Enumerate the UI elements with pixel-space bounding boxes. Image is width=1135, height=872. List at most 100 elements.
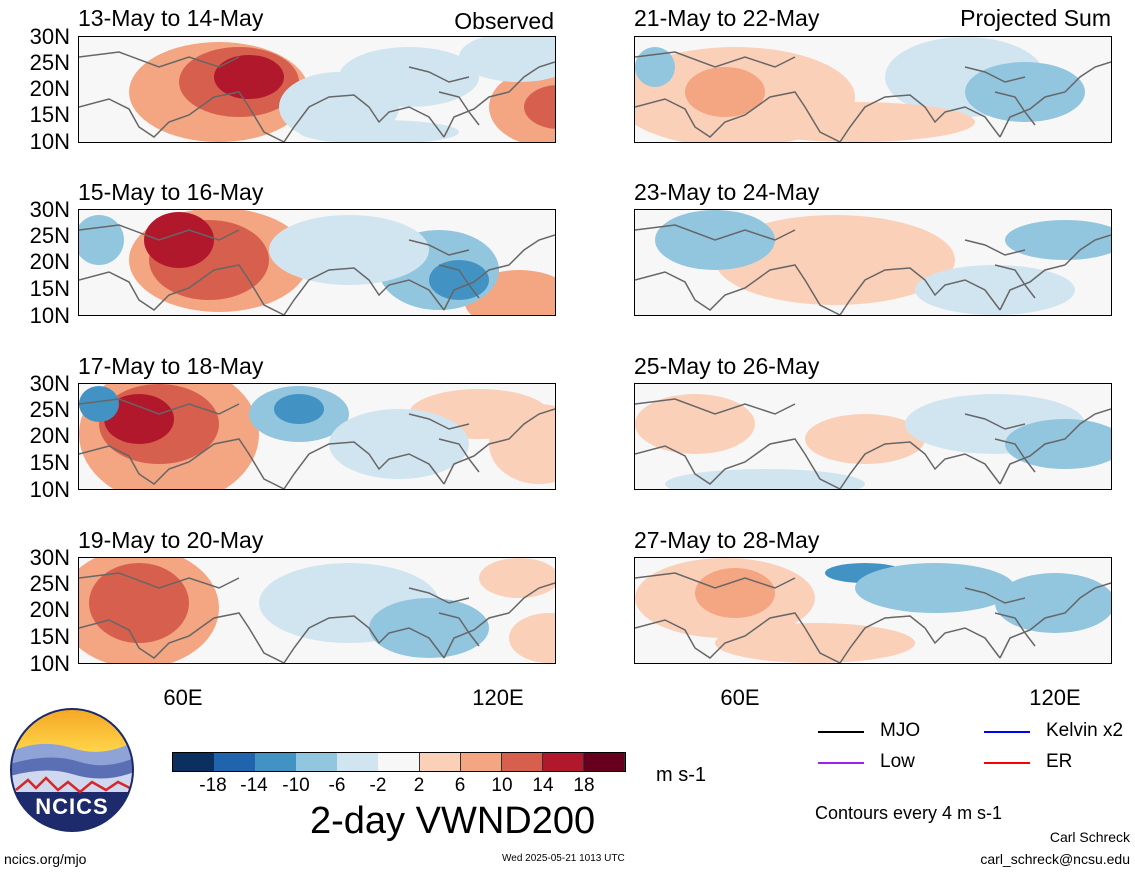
map-field bbox=[635, 384, 1111, 489]
map-field bbox=[79, 384, 555, 489]
colorbar-tick: -18 bbox=[199, 775, 227, 796]
map-panel bbox=[78, 383, 556, 490]
lat-label: 10N bbox=[29, 303, 70, 328]
lat-label: 25N bbox=[29, 571, 70, 596]
lat-label: 25N bbox=[29, 397, 70, 422]
wind-anomaly-shading bbox=[269, 215, 429, 285]
lat-label: 25N bbox=[29, 223, 70, 248]
colorbar-swatch bbox=[173, 753, 215, 771]
lat-label: 20N bbox=[29, 597, 70, 622]
kelvin-legend-label: Kelvin x2 bbox=[1046, 720, 1124, 741]
lat-label: 20N bbox=[29, 76, 70, 101]
wind-anomaly-shading bbox=[715, 623, 915, 663]
wind-anomaly-shading bbox=[635, 47, 675, 87]
map-panel bbox=[78, 209, 556, 316]
lat-label: 25N bbox=[29, 50, 70, 75]
wind-anomaly-shading bbox=[369, 598, 489, 658]
lat-label: 30N bbox=[29, 371, 70, 396]
lat-label: 15N bbox=[29, 450, 70, 475]
lat-label: 10N bbox=[29, 129, 70, 154]
wind-anomaly-shading bbox=[144, 212, 214, 268]
wind-anomaly-shading bbox=[489, 404, 555, 484]
lon-label: 60E bbox=[163, 685, 203, 710]
lat-label: 15N bbox=[29, 102, 70, 127]
colorbar-tick: 2 bbox=[413, 775, 425, 796]
author-name: Carl Schreck bbox=[1049, 829, 1130, 845]
wind-anomaly-shading bbox=[274, 394, 324, 424]
timestamp: Wed 2025-05-21 1013 UTC bbox=[502, 853, 625, 864]
map-panel bbox=[78, 36, 556, 143]
map-panel bbox=[78, 557, 556, 664]
lat-label: 30N bbox=[29, 197, 70, 222]
low-legend-line bbox=[818, 762, 864, 764]
map-field bbox=[635, 37, 1111, 142]
ncics-logo[interactable]: NCICS bbox=[10, 708, 134, 832]
wind-anomaly-shading bbox=[299, 120, 459, 142]
map-panel bbox=[634, 557, 1112, 664]
wind-anomaly-shading bbox=[805, 414, 925, 464]
panel-date-range: 15-May to 16-May bbox=[78, 179, 264, 205]
lon-label: 60E bbox=[720, 685, 760, 710]
coastline bbox=[635, 398, 1111, 489]
coastline bbox=[635, 224, 1111, 315]
wind-anomaly-shading bbox=[855, 563, 1015, 613]
colorbar-tick: 6 bbox=[454, 775, 466, 796]
panel-date-range: 27-May to 28-May bbox=[634, 527, 820, 553]
colorbar-tick: 18 bbox=[573, 775, 595, 796]
lon-label: 120E bbox=[472, 685, 524, 710]
wind-anomaly-shading bbox=[995, 573, 1111, 633]
wind-anomaly-shading bbox=[79, 215, 124, 265]
colorbar-tick: 10 bbox=[491, 775, 513, 796]
colorbar-swatch bbox=[542, 753, 585, 771]
colorbar-swatch bbox=[583, 753, 626, 771]
coastline bbox=[79, 224, 555, 315]
colorbar-tick: -10 bbox=[282, 775, 310, 796]
panel-date-range: 13-May to 14-May bbox=[78, 5, 264, 31]
figure-title: 2-day VWND200 bbox=[310, 800, 596, 842]
colorbar-swatch bbox=[337, 753, 379, 771]
colorbar-swatch bbox=[296, 753, 338, 771]
map-field bbox=[79, 210, 555, 315]
wind-anomaly-shading bbox=[815, 240, 935, 300]
panel-date-range: 19-May to 20-May bbox=[78, 527, 264, 553]
colorbar-swatch bbox=[460, 753, 503, 771]
wind-anomaly-shading bbox=[635, 394, 755, 454]
wind-anomaly-shading bbox=[695, 568, 775, 618]
observed-label: Observed bbox=[454, 8, 554, 34]
wind-anomaly-shading bbox=[524, 85, 555, 129]
panel-date-range: 25-May to 26-May bbox=[634, 353, 820, 379]
lon-label: 120E bbox=[1029, 685, 1081, 710]
lat-label: 30N bbox=[29, 24, 70, 49]
map-field bbox=[79, 37, 555, 142]
map-panel bbox=[634, 383, 1112, 490]
colorbar-swatch bbox=[501, 753, 544, 771]
panel-date-range: 23-May to 24-May bbox=[634, 179, 820, 205]
panel-date-range: 17-May to 18-May bbox=[78, 353, 264, 379]
lat-label: 10N bbox=[29, 651, 70, 676]
er-legend-line bbox=[984, 762, 1030, 764]
coastline bbox=[79, 398, 555, 489]
kelvin-legend-line bbox=[984, 731, 1030, 733]
wind-anomaly-shading bbox=[1005, 419, 1111, 469]
projected-sum-label: Projected Sum bbox=[960, 5, 1111, 31]
colorbar-swatch bbox=[255, 753, 297, 771]
wind-anomaly-shading bbox=[1005, 220, 1111, 260]
map-field bbox=[635, 558, 1111, 663]
colorbar-swatch bbox=[214, 753, 256, 771]
coastline bbox=[79, 572, 555, 663]
map-panel bbox=[634, 36, 1112, 143]
lat-label: 20N bbox=[29, 423, 70, 448]
wind-anomaly-shading bbox=[685, 67, 765, 117]
author-email[interactable]: carl_schreck@ncsu.edu bbox=[980, 851, 1130, 867]
coastline bbox=[635, 51, 1111, 142]
contour-note: Contours every 4 m s-1 bbox=[815, 803, 1003, 823]
wind-anomaly-shading bbox=[79, 386, 119, 422]
lat-label: 15N bbox=[29, 624, 70, 649]
wind-anomaly-shading bbox=[214, 55, 284, 99]
wind-anomaly-shading bbox=[509, 613, 555, 663]
lat-label: 30N bbox=[29, 545, 70, 570]
colorbar-tick: -6 bbox=[328, 775, 346, 796]
mjo-legend-label: MJO bbox=[880, 720, 921, 741]
wind-anomaly-shading bbox=[329, 409, 469, 479]
source-url[interactable]: ncics.org/mjo bbox=[4, 851, 87, 867]
